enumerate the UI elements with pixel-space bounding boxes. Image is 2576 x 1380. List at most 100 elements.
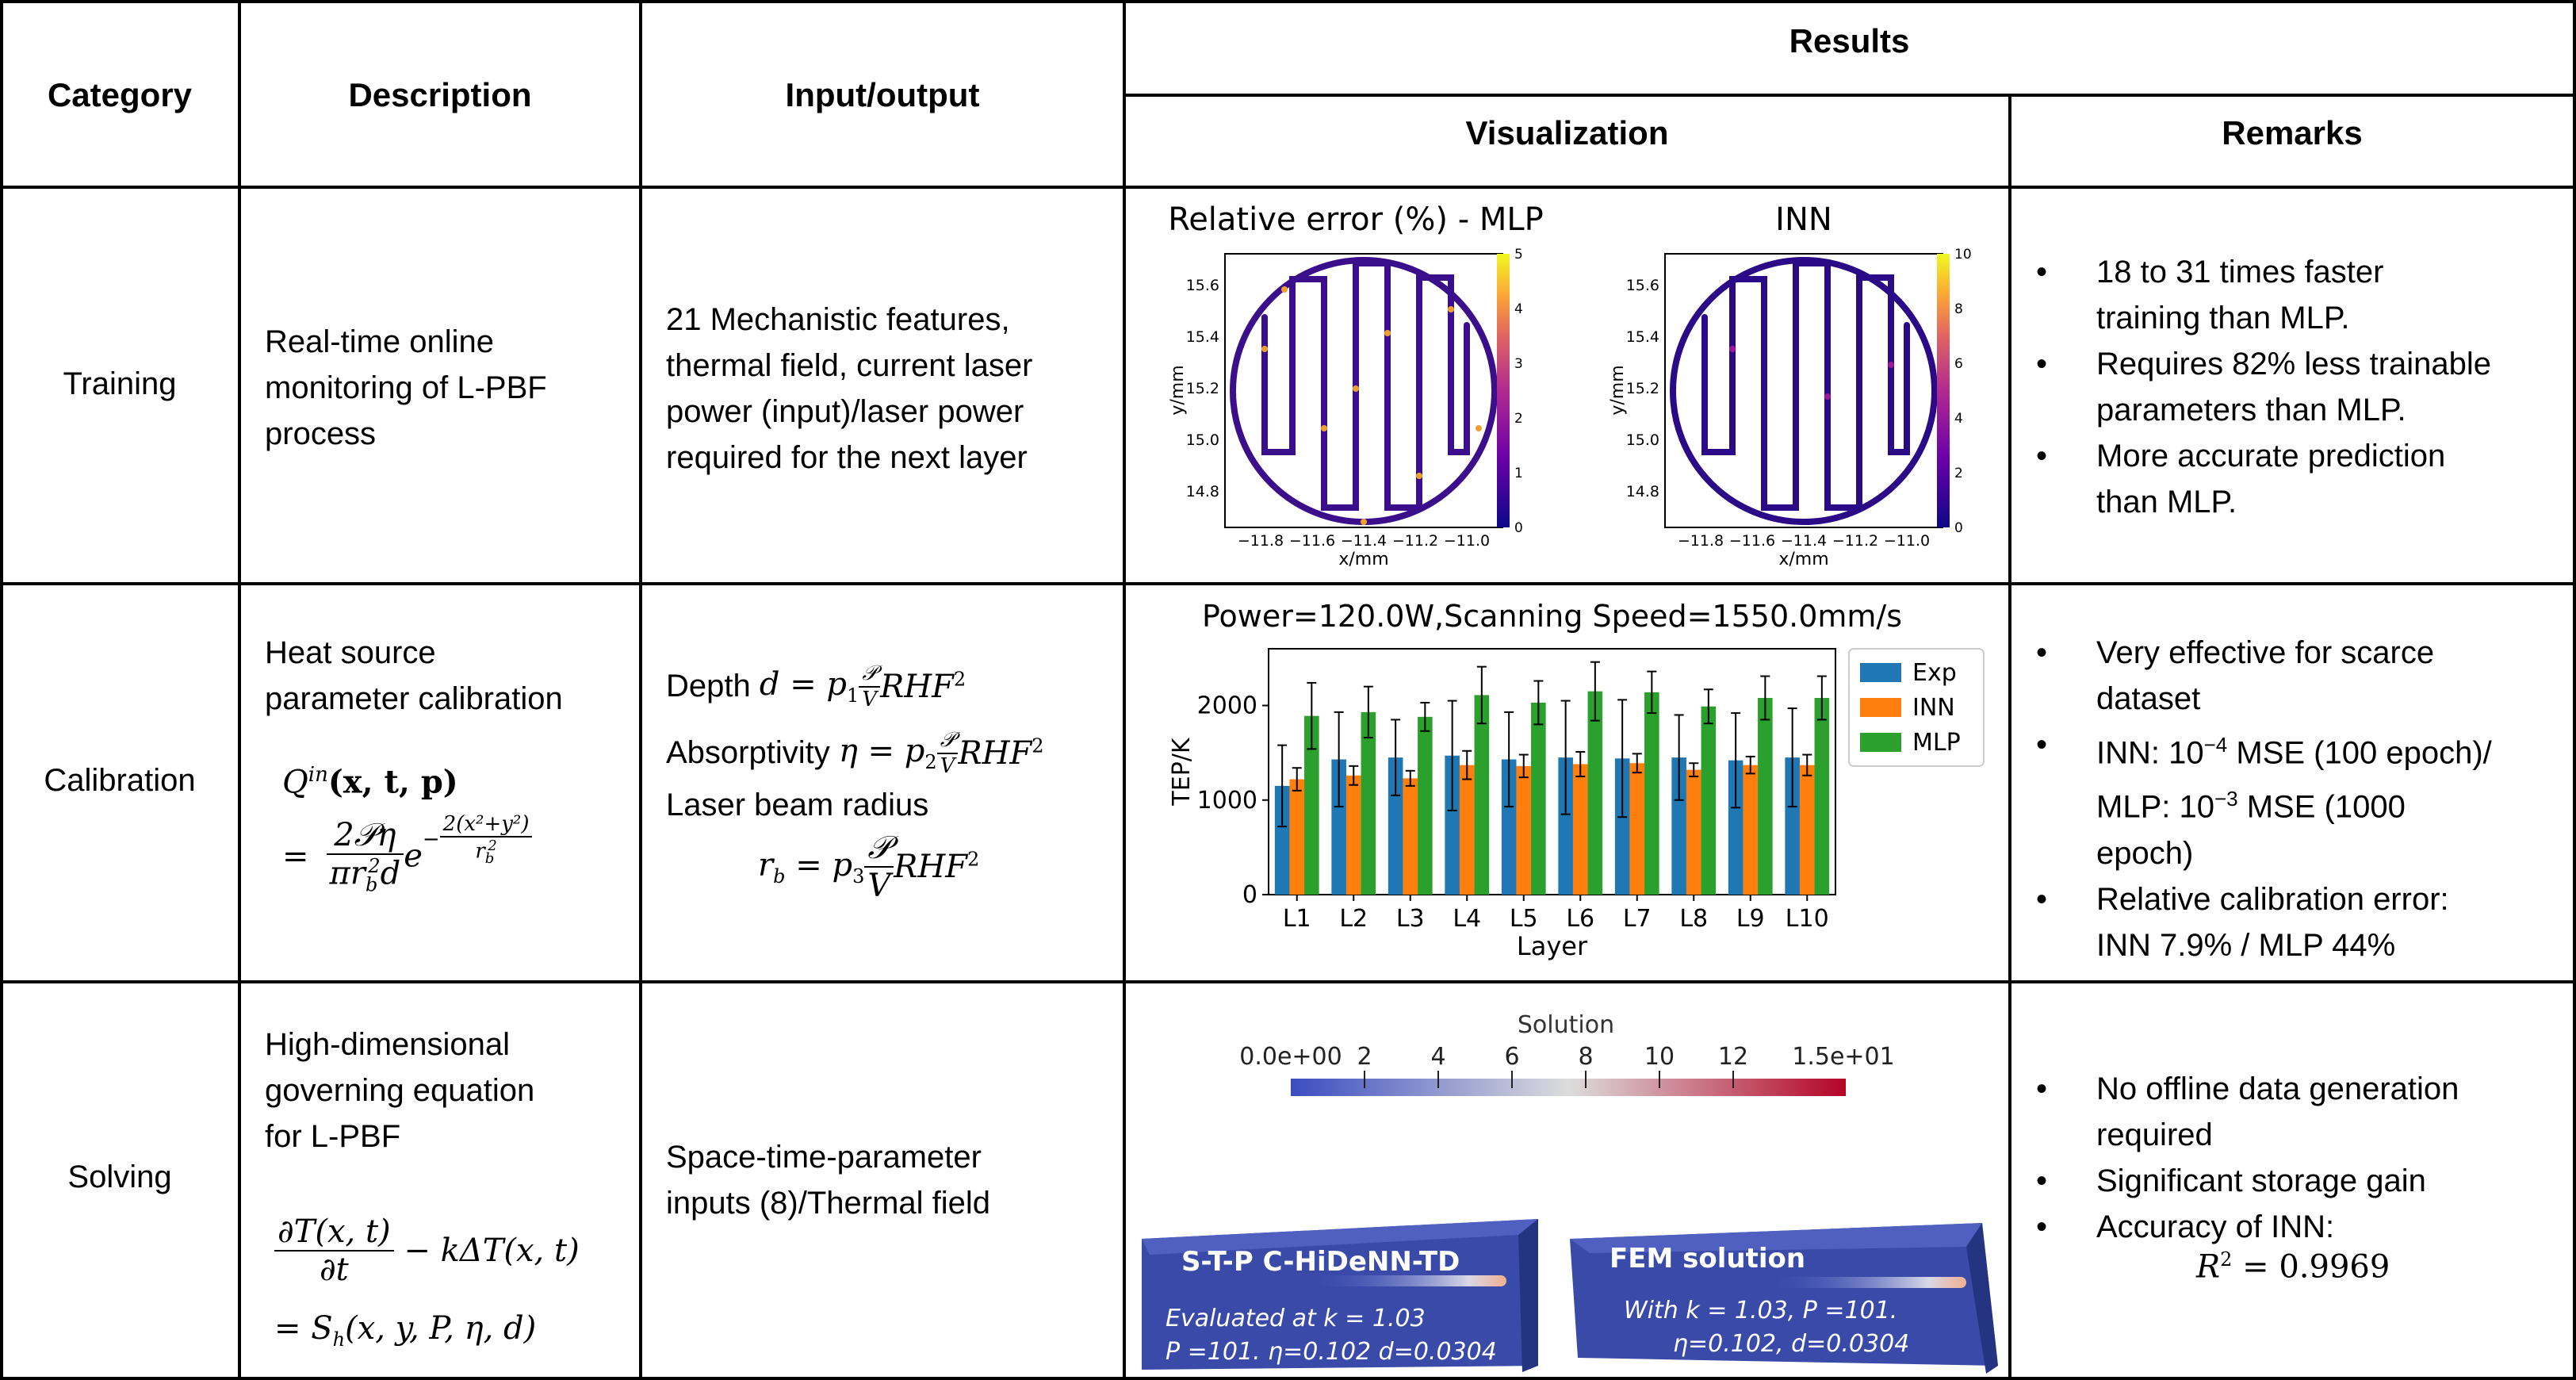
svg-text:14.8: 14.8 [1186,483,1219,500]
svg-text:12: 12 [1718,1043,1748,1071]
bar-exp [1728,760,1743,895]
chart-frame [1268,648,1836,895]
y-axis-label: y/mm [1168,365,1188,415]
svg-text:15.0: 15.0 [1626,431,1659,449]
svg-text:15.2: 15.2 [1626,380,1659,397]
svg-text:15.4: 15.4 [1186,328,1219,346]
remarks-solving: • No offline data generation required • Sig… [2014,1066,2569,1250]
bar-mlp [1418,716,1433,895]
svg-text:−11.2: −11.2 [1392,532,1438,550]
svg-text:8: 8 [1954,301,1963,317]
bar-mlp [1474,695,1490,895]
svg-text:1.5e+01: 1.5e+01 [1792,1043,1894,1071]
bar-exp [1445,755,1460,895]
svg-text:4: 4 [1514,301,1523,317]
ytick-label: 1000 [1197,787,1257,815]
list-item: • No offline data generation required [2036,1071,2459,1152]
legend-swatch [1860,698,1901,717]
xtick-labels: −11.8 −11.6 −11.4 −11.2 −11.0 [1238,532,1490,550]
list-item: • Requires 82% less trainable parameters t… [2036,347,2492,427]
bar-exp [1671,757,1686,895]
svg-text:2: 2 [1954,466,1963,481]
colorbar [1291,1079,1846,1096]
heat-source-equation-rhs: = 2𝒫η πrb2d e− 2(x²+y²) rb2 [282,812,533,895]
svg-text:6: 6 [1504,1043,1519,1071]
bar-exp [1274,785,1290,895]
header-remarks: Remarks [2222,114,2363,151]
calibration-bar-chart: Power=120.0W,Scanning Speed=1550.0mm/s 0 1… [1168,599,1985,961]
svg-text:−11.8: −11.8 [1678,532,1724,550]
block-title: FEM solution [1610,1243,1805,1275]
solution-visualization: Solution 0.0e+00 2 4 6 8 10 12 1.5e+01 S… [1142,1011,1998,1374]
svg-text:P =101. η=0.102 d=0.0304: P =101. η=0.102 d=0.0304 [1166,1338,1497,1366]
ytick-label: 2000 [1197,692,1257,720]
bar-mlp [1587,691,1603,895]
io-radius-equation: rb = p3 𝒫 V RHF2 [758,830,980,904]
ytick-label: 0 [1242,881,1257,909]
svg-text:y/mm: y/mm [1608,365,1628,415]
svg-text:−11.0: −11.0 [1884,532,1930,550]
io-solving: Space-time-parameter inputs (8)/Thermal … [666,1140,991,1221]
svg-text:2: 2 [1357,1043,1372,1071]
category-calibration: Calibration [44,763,196,798]
description-solving: High-dimensional governing equation for … [265,1027,535,1154]
io-radius-label: Laser beam radius [666,788,929,822]
xtick-label: L7 [1623,905,1652,933]
colorbar-ticks: 0.0e+00 2 4 6 8 10 12 1.5e+01 [1239,1043,1894,1071]
legend-label: MLP [1912,729,1961,757]
svg-text:4: 4 [1954,411,1963,427]
svg-text:15.0: 15.0 [1186,431,1219,449]
colorbar-title: Solution [1518,1011,1614,1039]
io-absorptivity: Absorptivity η = p2 𝒫 V RHF2 [666,728,1044,778]
svg-text:−11.2: −11.2 [1832,532,1878,550]
svg-text:15.6: 15.6 [1626,277,1659,294]
svg-text:15.2: 15.2 [1186,380,1219,397]
category-solving: Solving [67,1160,172,1194]
bar-exp [1614,758,1630,895]
list-item: • Relative calibration error: INN 7.9% / M… [2036,881,2449,963]
svg-text:4: 4 [1430,1043,1445,1071]
svg-text:−11.4: −11.4 [1781,532,1827,550]
bar-mlp [1531,702,1546,895]
remarks-calibration: • Very effective for scarce dataset • INN: … [2014,630,2569,968]
svg-text:−11.0: −11.0 [1444,532,1490,550]
header-description: Description [348,76,532,113]
header-input-output: Input/output [785,76,980,113]
remarks-training: • 18 to 31 times faster training than MLP.… [2014,249,2569,525]
bar-inn [1459,765,1475,895]
xtick-label: L10 [1786,905,1829,933]
svg-text:0: 0 [1514,520,1523,536]
svg-text:Evaluated at k = 1.03: Evaluated at k = 1.03 [1166,1305,1426,1332]
svg-text:η=0.102, d=0.0304: η=0.102, d=0.0304 [1673,1330,1909,1358]
list-item: • Very effective for scarce dataset [2036,635,2435,716]
bar-mlp [1361,711,1376,895]
description-calibration: Heat source parameter calibration [265,635,563,716]
svg-text:3: 3 [1514,356,1523,372]
bar-mlp [1814,698,1830,895]
bar-inn [1516,765,1532,895]
svg-text:x/mm: x/mm [1778,550,1828,569]
scan-path [1230,257,1498,525]
xtick-label: L5 [1510,905,1538,933]
heat-source-equation: Qin(x, t, p) [282,763,458,801]
legend-swatch [1860,663,1901,682]
header-visualization: Visualization [1465,114,1669,151]
svg-text:2: 2 [1514,411,1523,427]
x-axis-label: Layer [1517,931,1588,961]
list-item: • More accurate prediction than MLP. [2036,439,2446,519]
hidenn-solution-block: S-T-P C-HiDeNN-TD Evaluated at k = 1.03 … [1142,1219,1538,1372]
svg-text:0: 0 [1954,520,1963,536]
svg-text:1: 1 [1514,466,1523,481]
plot-title-inn: INN [1775,201,1832,238]
bar-inn [1345,775,1361,895]
svg-text:0.0e+00: 0.0e+00 [1239,1043,1342,1071]
xtick-label: L8 [1679,905,1708,933]
error-hotspots [1261,286,1482,525]
description-training: Real-time online monitoring of L-PBF pro… [265,324,547,451]
block-title: S-T-P C-HiDeNN-TD [1181,1246,1460,1278]
fem-solution-block: FEM solution With k = 1.03, P =101. η=0.… [1570,1223,1998,1374]
legend-swatch [1860,733,1901,752]
svg-text:8: 8 [1578,1043,1593,1071]
svg-text:−11.8: −11.8 [1238,532,1284,550]
relative-error-plots: Relative error (%) - MLP 15.6 15.4 15.2 … [1168,201,1972,569]
